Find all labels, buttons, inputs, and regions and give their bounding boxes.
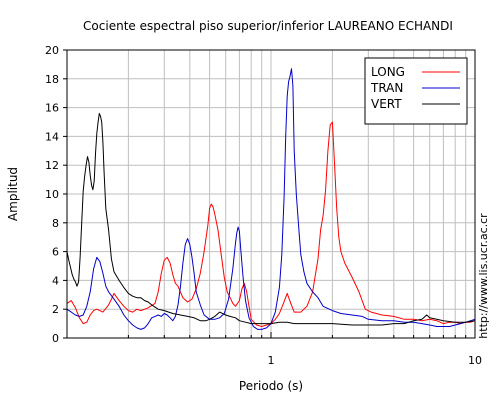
y-tick-label: 14 <box>45 130 59 143</box>
y-tick-label: 6 <box>52 246 59 259</box>
x-tick-label: 10 <box>468 354 482 367</box>
legend-box <box>364 57 468 125</box>
series-layer <box>66 68 476 330</box>
x-tick-label: 1 <box>268 354 275 367</box>
y-tick-label: 2 <box>52 303 59 316</box>
series-line-tran <box>66 68 476 330</box>
chart-title: Cociente espectral piso superior/inferio… <box>83 19 453 33</box>
x-axis-label: Periodo (s) <box>239 379 303 393</box>
series-line-vert <box>66 112 476 326</box>
y-axis-label: Amplitud <box>6 167 20 221</box>
y-tick-label: 16 <box>45 102 59 115</box>
legend: LONG TRAN VERT <box>364 57 468 125</box>
series-line-long <box>66 121 476 327</box>
y-tick-label: 4 <box>52 274 59 287</box>
y-tick-label: 8 <box>52 217 59 230</box>
legend-label-tran: TRAN <box>370 81 403 95</box>
legend-label-vert: VERT <box>371 97 402 111</box>
y-tick-label: 20 <box>45 44 59 57</box>
y-tick-label: 12 <box>45 159 59 172</box>
y-tick-label: 10 <box>45 188 59 201</box>
legend-label-long: LONG <box>371 65 405 79</box>
y-tick-label: 18 <box>45 73 59 86</box>
y-tick-label: 0 <box>52 332 59 345</box>
source-url: http://www.lis.ucr.ac.cr <box>477 213 490 339</box>
axis-layer: 0 2 4 6 8 10 12 14 16 18 20 1 10 <box>45 44 482 367</box>
